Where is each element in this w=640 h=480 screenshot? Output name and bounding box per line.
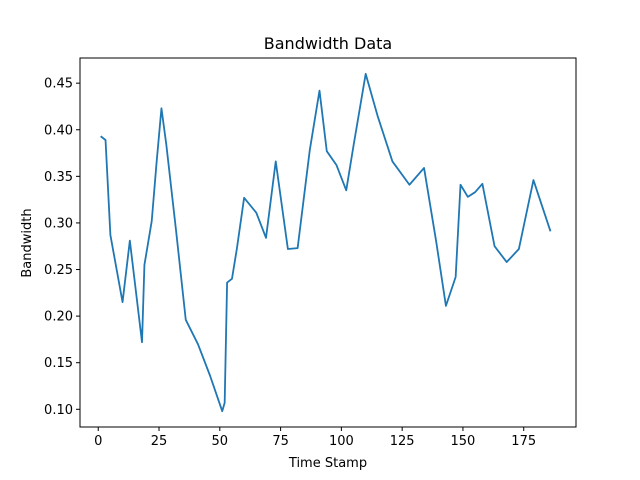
y-tick-label: 0.45 — [44, 77, 73, 92]
series-line-0 — [100, 72, 552, 413]
x-tick-label: 0 — [94, 434, 102, 449]
x-axis-label: Time Stamp — [288, 456, 367, 471]
chart-title: Bandwidth Data — [264, 34, 392, 53]
y-axis-ticks: 0.10 0.15 0.20 0.25 0.30 0.35 0.40 0.45 — [44, 77, 80, 418]
y-tick-label: 0.35 — [44, 170, 73, 185]
x-tick-label: 75 — [272, 434, 289, 449]
x-tick-label: 100 — [329, 434, 354, 449]
axes-frame — [79, 57, 577, 428]
y-tick-label: 0.25 — [44, 263, 73, 278]
x-tick-label: 150 — [451, 434, 476, 449]
plot-area — [100, 72, 552, 413]
y-axis-label: Bandwidth — [20, 208, 35, 277]
x-tick-label: 50 — [212, 434, 229, 449]
y-tick-label: 0.30 — [44, 216, 73, 231]
y-tick-label: 0.20 — [44, 310, 73, 325]
x-tick-label: 125 — [390, 434, 415, 449]
x-axis-ticks: 0 25 50 75 100 125 150 175 — [94, 427, 536, 449]
y-tick-label: 0.10 — [44, 403, 73, 418]
y-tick-label: 0.40 — [44, 123, 73, 138]
x-tick-label: 25 — [151, 434, 168, 449]
y-tick-label: 0.15 — [44, 356, 73, 371]
x-tick-label: 175 — [511, 434, 536, 449]
